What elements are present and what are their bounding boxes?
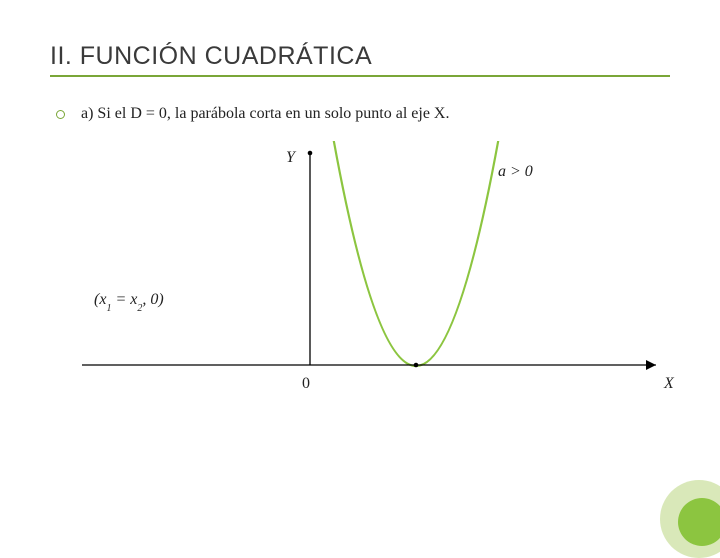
bullet-text: a) Si el D = 0, la parábola corta en un … xyxy=(81,105,449,123)
y-axis-tip xyxy=(308,151,313,156)
x-axis-label: X xyxy=(664,375,674,393)
vertex-suffix: , 0) xyxy=(142,291,163,308)
y-axis-label: Y xyxy=(286,149,295,167)
vertex-eq: = x xyxy=(111,291,137,308)
title-underline xyxy=(50,75,670,77)
vertex-prefix: (x xyxy=(94,291,106,308)
slide-title: II. FUNCIÓN CUADRÁTICA xyxy=(50,42,670,71)
annotation-a-positive: a > 0 xyxy=(498,163,533,181)
vertex-dot xyxy=(414,363,419,368)
slide: II. FUNCIÓN CUADRÁTICA a) Si el D = 0, l… xyxy=(0,0,720,540)
bullet-row: a) Si el D = 0, la parábola corta en un … xyxy=(56,105,670,123)
origin-label: 0 xyxy=(302,375,310,393)
annotation-vertex: (x1 = x2, 0) xyxy=(94,291,164,311)
decor-circle-inner xyxy=(678,498,720,546)
vertex-sub2: 2 xyxy=(137,303,142,314)
bullet-icon xyxy=(56,110,65,119)
graph-area: Y a > 0 (x1 = x2, 0) 0 X xyxy=(50,141,670,441)
parabola-curve xyxy=(332,141,500,366)
x-axis-arrow xyxy=(646,360,656,370)
vertex-sub1: 1 xyxy=(106,303,111,314)
graph-svg xyxy=(50,141,670,421)
